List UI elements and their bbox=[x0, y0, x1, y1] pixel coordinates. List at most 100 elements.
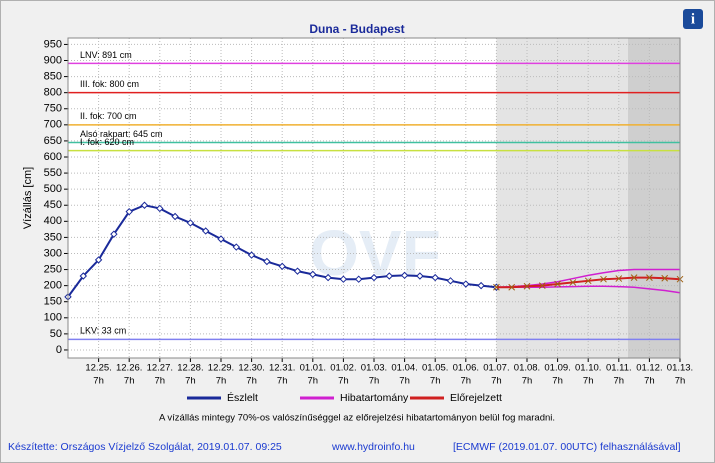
x-tick-label: 01.08. bbox=[514, 363, 540, 374]
x-tick-label: 01.02. bbox=[330, 363, 356, 374]
threshold-label: I. fok: 620 cm bbox=[80, 137, 134, 147]
x-tick-label: 12.31. bbox=[269, 363, 295, 374]
forecast-marker bbox=[661, 274, 669, 282]
x-tick-sublabel: 7h bbox=[277, 376, 288, 387]
x-tick-label: 01.03. bbox=[361, 363, 387, 374]
y-tick-label: 850 bbox=[44, 70, 62, 82]
y-tick-label: 250 bbox=[44, 263, 62, 275]
y-tick-label: 600 bbox=[44, 151, 62, 163]
observed-marker bbox=[186, 219, 195, 227]
x-tick-sublabel: 7h bbox=[614, 376, 625, 387]
y-tick-label: 900 bbox=[44, 54, 62, 66]
chart-title: Duna - Budapest bbox=[309, 22, 404, 36]
x-tick-sublabel: 7h bbox=[552, 376, 563, 387]
threshold-label: LKV: 33 cm bbox=[80, 326, 126, 336]
note: A vízállás mintegy 70%-os valószínűségge… bbox=[159, 413, 555, 424]
x-tick-label: 12.29. bbox=[208, 363, 234, 374]
x-tick-sublabel: 7h bbox=[338, 376, 349, 387]
observed-marker bbox=[370, 273, 378, 282]
observed-marker bbox=[431, 273, 439, 282]
y-tick-label: 400 bbox=[44, 215, 62, 227]
observed-marker bbox=[79, 272, 88, 280]
y-tick-label: 550 bbox=[44, 167, 62, 179]
forecast-marker bbox=[554, 280, 561, 288]
observed-marker bbox=[400, 271, 409, 280]
x-tick-label: 12.28. bbox=[177, 363, 203, 374]
observed-marker bbox=[354, 275, 363, 283]
observed-marker bbox=[201, 227, 210, 235]
threshold-label: LNV: 891 cm bbox=[80, 50, 132, 60]
y-tick-label: 50 bbox=[50, 328, 62, 340]
observed-marker bbox=[324, 273, 332, 282]
x-tick-label: 12.25. bbox=[85, 363, 111, 374]
y-tick-label: 700 bbox=[44, 119, 62, 131]
x-tick-label: 01.09. bbox=[544, 363, 570, 374]
observed-marker bbox=[140, 201, 149, 209]
y-tick-label: 800 bbox=[44, 87, 62, 99]
x-tick-sublabel: 7h bbox=[675, 376, 686, 387]
forecast-marker bbox=[630, 274, 638, 281]
plot-frame bbox=[67, 37, 681, 359]
observed-marker bbox=[446, 277, 455, 285]
x-tick-label: 01.07. bbox=[483, 363, 509, 374]
y-tick-label: 750 bbox=[44, 103, 62, 115]
observed-marker bbox=[339, 275, 348, 283]
threshold-label: Alsó rakpart: 645 cm bbox=[80, 129, 163, 139]
x-tick-label: 01.10. bbox=[575, 363, 601, 374]
x-tick-label: 12.26. bbox=[116, 363, 142, 374]
x-tick-sublabel: 7h bbox=[124, 376, 135, 387]
info-icon[interactable]: i bbox=[691, 11, 695, 27]
x-tick-sublabel: 7h bbox=[369, 376, 380, 387]
forecast-marker bbox=[508, 283, 516, 291]
forecast-marker bbox=[523, 282, 531, 290]
legend-label: Hibatartomány bbox=[340, 392, 409, 404]
observed-marker bbox=[263, 257, 271, 266]
footer-link[interactable]: www.hydroinfo.hu bbox=[331, 441, 415, 453]
observed-marker bbox=[462, 280, 470, 288]
forecast-marker bbox=[600, 275, 607, 283]
y-axis-label: Vízállás [cm] bbox=[22, 167, 34, 229]
y-tick-label: 200 bbox=[44, 280, 62, 292]
y-tick-label: 0 bbox=[56, 344, 62, 356]
observed-marker bbox=[232, 243, 241, 251]
observed-marker bbox=[293, 267, 302, 275]
x-tick-sublabel: 7h bbox=[461, 376, 472, 387]
y-tick-label: 950 bbox=[44, 38, 62, 50]
observed-marker bbox=[385, 272, 394, 280]
observed-marker bbox=[171, 212, 179, 221]
x-tick-sublabel: 7h bbox=[185, 376, 196, 387]
legend-label: Észlelt bbox=[227, 391, 258, 404]
x-tick-label: 01.04. bbox=[391, 363, 417, 374]
forecast-marker bbox=[493, 283, 500, 291]
x-tick-sublabel: 7h bbox=[308, 376, 319, 387]
footer-author: Készítette: Országos Vízjelző Szolgálat,… bbox=[8, 441, 282, 453]
observed-marker bbox=[110, 230, 118, 238]
forecast-marker bbox=[538, 282, 546, 289]
x-tick-label: 01.11. bbox=[606, 363, 632, 374]
y-tick-label: 450 bbox=[44, 199, 62, 211]
info-button[interactable] bbox=[683, 9, 703, 29]
y-tick-label: 650 bbox=[44, 135, 62, 147]
forecast-marker bbox=[615, 275, 623, 282]
observed-marker bbox=[247, 251, 256, 259]
y-tick-label: 300 bbox=[44, 247, 62, 259]
observed-marker bbox=[278, 262, 286, 271]
y-tick-label: 100 bbox=[44, 312, 62, 324]
x-tick-label: 12.30. bbox=[238, 363, 264, 374]
y-tick-label: 150 bbox=[44, 296, 62, 308]
forecast-marker bbox=[584, 277, 592, 285]
observed-marker bbox=[156, 204, 164, 213]
x-tick-label: 01.12. bbox=[636, 363, 662, 374]
observed-marker bbox=[416, 272, 424, 280]
observed-marker bbox=[477, 281, 485, 290]
x-tick-label: 12.27. bbox=[147, 363, 173, 374]
x-tick-sublabel: 7h bbox=[155, 376, 166, 387]
x-tick-label: 01.13. bbox=[667, 363, 693, 374]
y-tick-label: 500 bbox=[44, 183, 62, 195]
observed-marker bbox=[217, 235, 225, 243]
x-tick-sublabel: 7h bbox=[491, 376, 502, 387]
observed-marker bbox=[94, 256, 103, 264]
x-tick-sublabel: 7h bbox=[246, 376, 257, 387]
x-tick-label: 01.01. bbox=[300, 363, 326, 374]
